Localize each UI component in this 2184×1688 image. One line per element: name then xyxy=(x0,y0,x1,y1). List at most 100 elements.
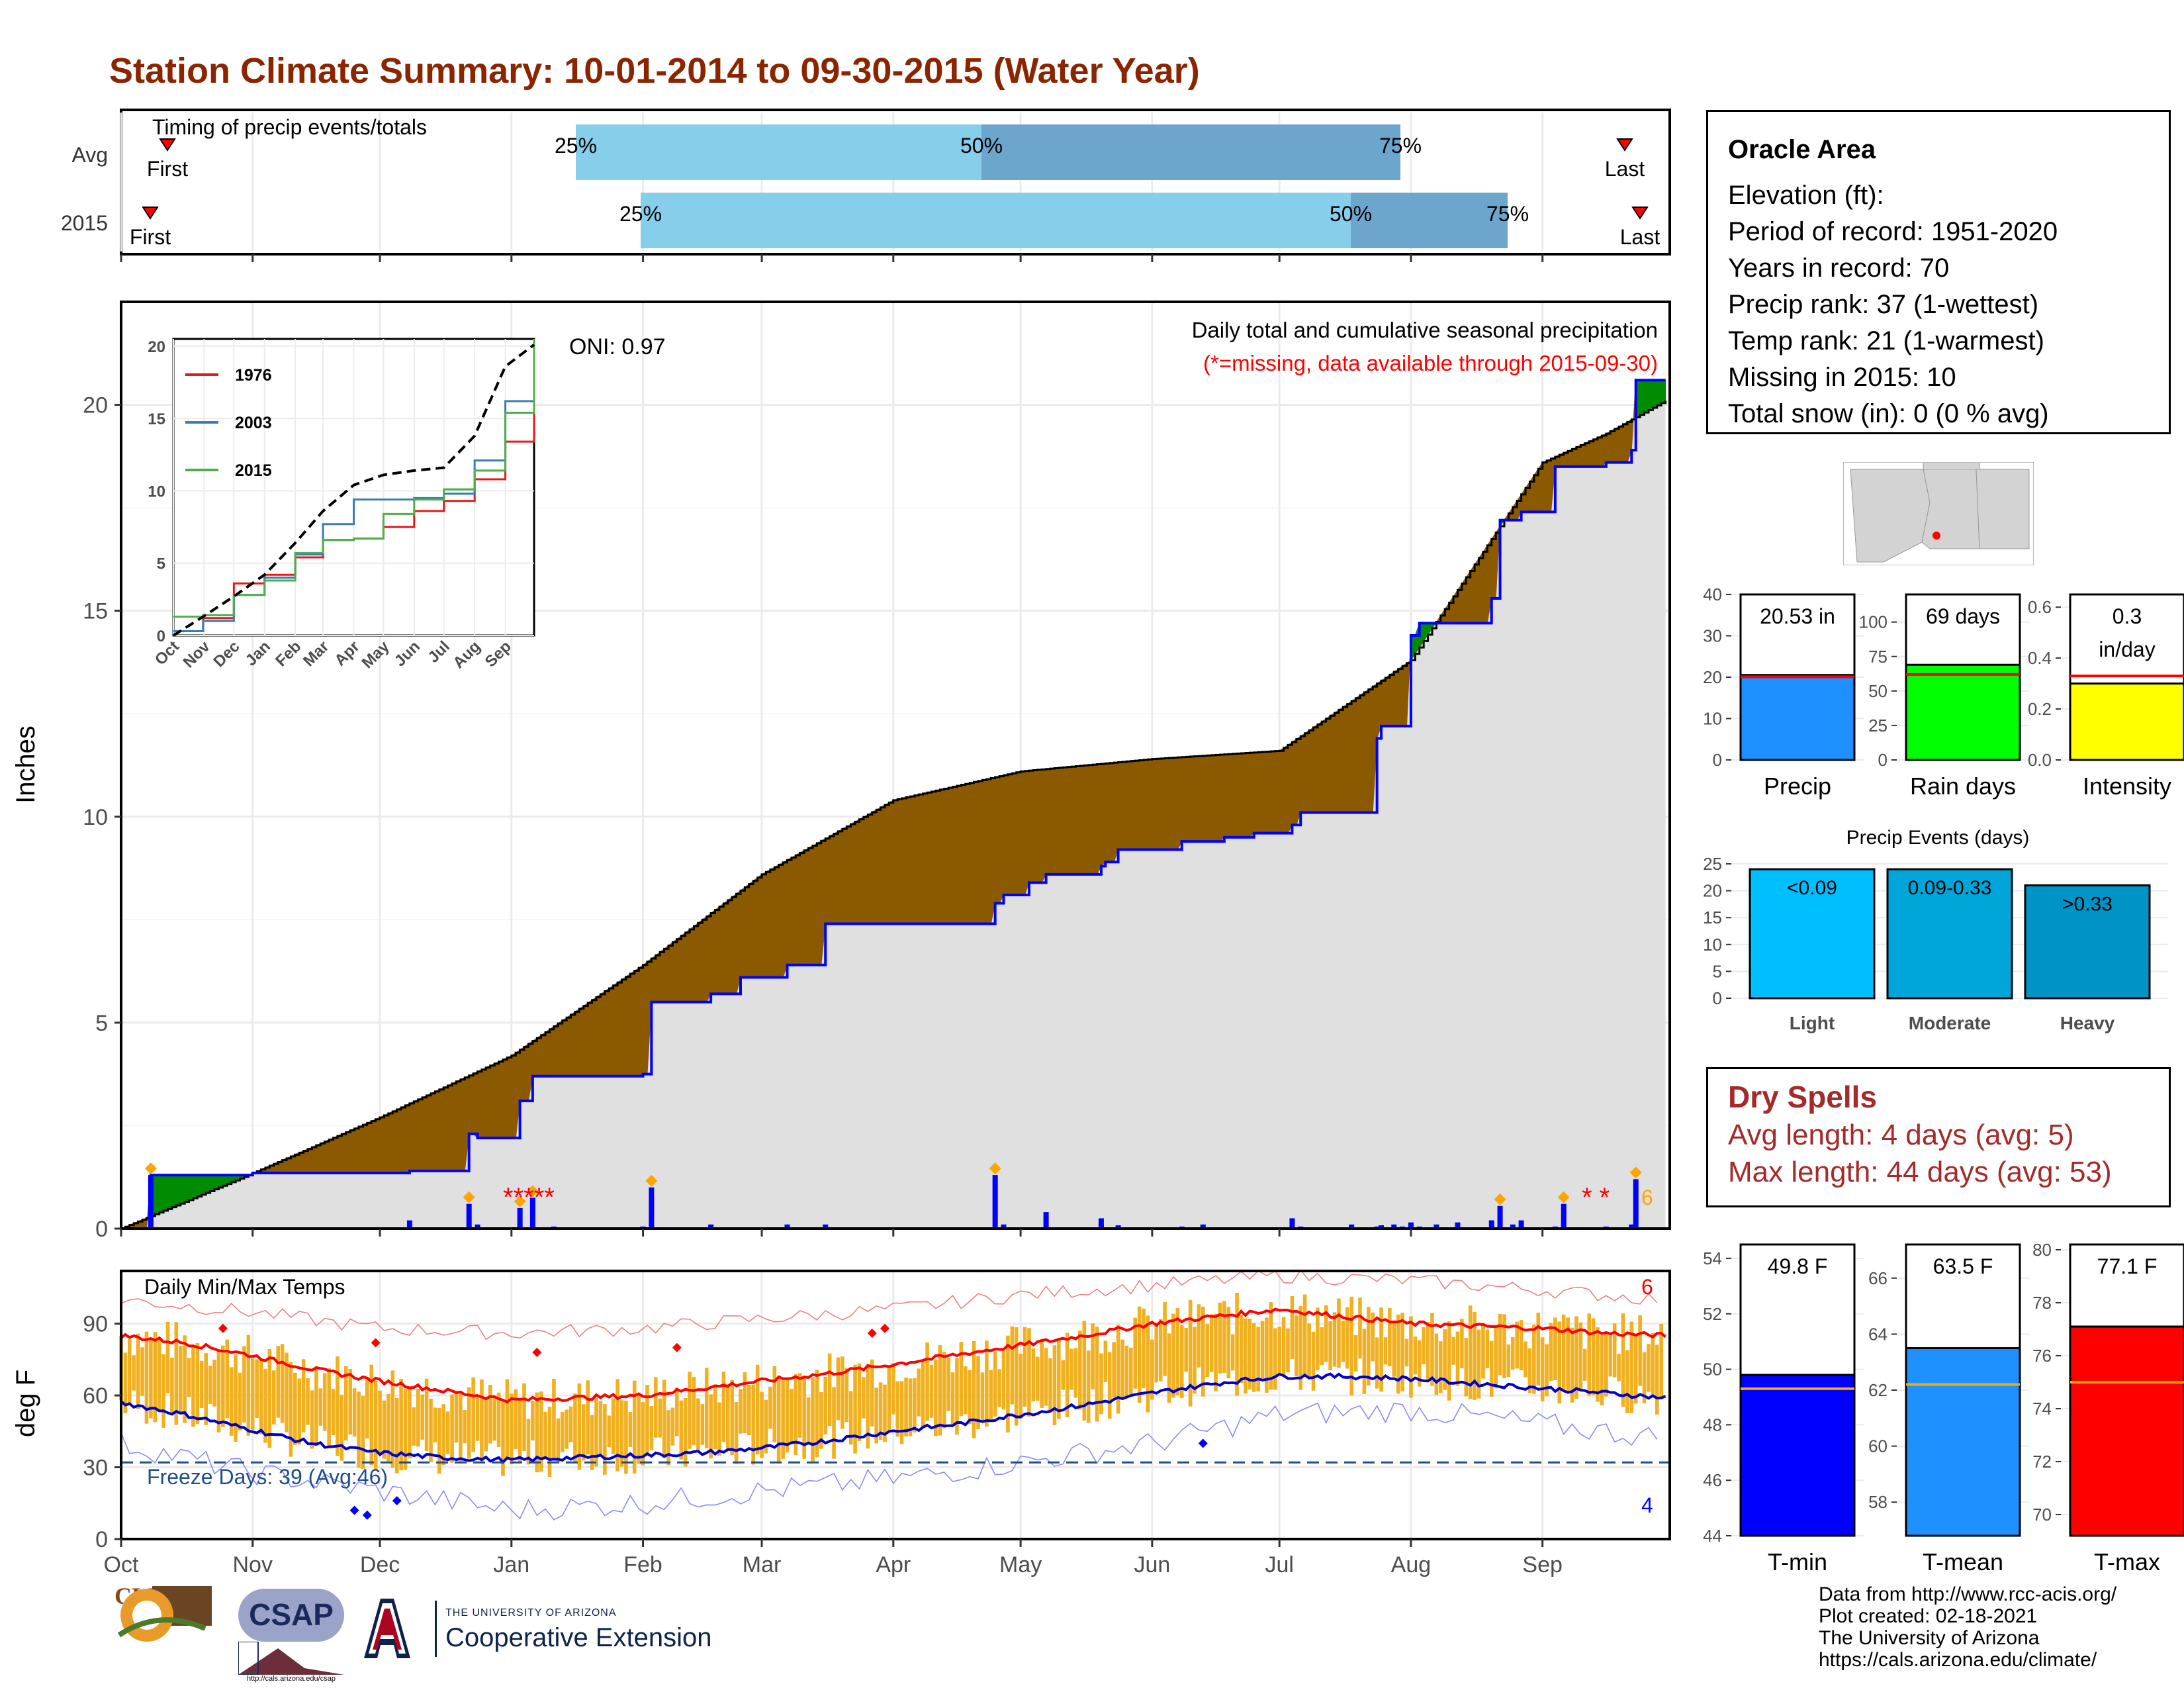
events-bar xyxy=(2024,884,2151,1000)
daily-temp-bar xyxy=(543,1411,547,1458)
daily-temp-bar xyxy=(730,1380,734,1455)
daily-temp-bar xyxy=(1404,1338,1409,1367)
daily-temp-bar xyxy=(683,1397,688,1467)
tmean-0-category-label: T-min xyxy=(1768,1548,1827,1575)
daily-temp-bar xyxy=(1587,1313,1591,1396)
precip-ytick-label: 20 xyxy=(83,393,108,418)
dry-spells-avg: Avg length: 4 days (avg: 5) xyxy=(1728,1119,2074,1151)
temp-ytick-label: 60 xyxy=(83,1383,108,1409)
daily-temp-bar xyxy=(836,1357,841,1421)
daily-temp-bar xyxy=(883,1384,887,1442)
heavy-event-marker xyxy=(526,1185,539,1197)
daily-temp-bar xyxy=(955,1358,959,1435)
daily-temp-bar xyxy=(819,1392,823,1449)
season-0: 0 10 20 30 40 20.53 in Precip xyxy=(1703,585,1864,800)
station-missing: Missing in 2015: 10 xyxy=(1728,363,1956,392)
daily-temp-bar xyxy=(624,1401,628,1474)
daily-temp-bar xyxy=(1052,1345,1057,1425)
daily-temp-bar xyxy=(1460,1319,1464,1368)
daily-temp-bar xyxy=(1154,1323,1159,1383)
daily-temp-bar xyxy=(399,1379,403,1471)
station-years: Years in record: 70 xyxy=(1728,254,1950,283)
daily-temp-bar xyxy=(963,1366,968,1415)
daily-temp-bar xyxy=(496,1392,501,1447)
heavy-event-marker xyxy=(1629,1166,1642,1179)
daily-precip-bar xyxy=(992,1175,998,1229)
daily-temp-bar xyxy=(1239,1315,1244,1383)
tmean-2-ytick-label: 80 xyxy=(2032,1240,2052,1260)
daily-temp-bar xyxy=(1112,1342,1116,1397)
daily-temp-bar xyxy=(619,1400,624,1467)
daily-temp-bar xyxy=(263,1368,267,1443)
daily-temp-bar xyxy=(1455,1331,1460,1386)
daily-temp-bar xyxy=(870,1359,874,1427)
daily-temp-bar xyxy=(526,1419,531,1465)
season-0-ytick-label: 0 xyxy=(1713,750,1722,770)
dry-spells-max: Max length: 44 days (avg: 53) xyxy=(1728,1156,2112,1188)
daily-temp-bar xyxy=(989,1370,993,1419)
daily-temp-bar xyxy=(1443,1329,1447,1390)
daily-temp-bar xyxy=(459,1391,463,1462)
daily-temp-bar xyxy=(208,1366,212,1404)
daily-temp-bar xyxy=(289,1362,293,1457)
daily-temp-bar xyxy=(183,1335,187,1423)
daily-temp-bar xyxy=(1468,1305,1473,1399)
station-snow: Total snow (in): 0 (0 % avg) xyxy=(1728,399,2049,428)
precip-ytick-label: 0 xyxy=(95,1217,108,1242)
daily-temp-bar xyxy=(1367,1307,1371,1386)
daily-temp-bar xyxy=(1647,1344,1651,1392)
daily-temp-bar xyxy=(1256,1327,1260,1391)
daily-precip-bar xyxy=(1098,1218,1104,1229)
daily-precip-bar xyxy=(708,1224,714,1229)
daily-temp-bar xyxy=(1379,1307,1383,1392)
daily-temp-bar xyxy=(1295,1315,1298,1377)
daily-temp-bar xyxy=(1451,1336,1455,1365)
daily-temp-bar xyxy=(692,1376,696,1446)
daily-temp-bar xyxy=(297,1378,302,1445)
daily-temp-bar xyxy=(1019,1354,1023,1419)
daily-temp-bar xyxy=(904,1378,908,1436)
daily-precip-bar xyxy=(406,1220,412,1229)
daily-temp-bar xyxy=(1222,1301,1226,1374)
temp-count-hi: 6 xyxy=(1641,1275,1653,1299)
csap-logo: CSAP http://cals.arizona.edu/csap xyxy=(232,1582,351,1683)
daily-temp-bar xyxy=(628,1411,633,1447)
daily-temp-bar xyxy=(1010,1326,1015,1405)
daily-temp-bar xyxy=(1557,1321,1562,1404)
csap-wordmark: CSAP xyxy=(249,1597,334,1632)
daily-temp-bar xyxy=(590,1415,594,1470)
daily-temp-bar xyxy=(1001,1350,1006,1410)
csap-landscape xyxy=(238,1642,344,1675)
daily-temp-bar xyxy=(1642,1352,1647,1403)
daily-precip-bar xyxy=(1633,1179,1639,1229)
daily-temp-bar xyxy=(1320,1327,1324,1366)
daily-temp-bar xyxy=(675,1387,679,1436)
daily-temp-bar xyxy=(806,1397,811,1444)
daily-temp-bar xyxy=(285,1352,289,1432)
daily-temp-bar xyxy=(841,1356,844,1429)
daily-temp-bar xyxy=(1269,1302,1273,1390)
daily-temp-bar xyxy=(1324,1305,1328,1362)
tmean-2-ytick-label: 78 xyxy=(2032,1293,2052,1313)
daily-temp-bar xyxy=(934,1359,938,1436)
footer-created: Plot created: 02-18-2021 xyxy=(1819,1605,2038,1627)
events-bar xyxy=(1749,868,1876,1000)
dry-spells-box: Dry Spells Avg length: 4 days (avg: 5) M… xyxy=(1706,1067,2171,1207)
season-totals-charts: 0 10 20 30 40 20.53 in Precip 0 25 50 75 100 69 days… xyxy=(1703,585,2184,800)
daily-precip-bar xyxy=(649,1187,655,1229)
tmean-0-bar xyxy=(1739,1374,1856,1537)
daily-temp-bar xyxy=(632,1380,637,1474)
season-2-category-label: Intensity xyxy=(2083,773,2171,800)
daily-temp-bar xyxy=(1251,1323,1256,1392)
station-period: Period of record: 1951-2020 xyxy=(1728,217,2058,246)
timing-pct-label: 25% xyxy=(555,134,597,158)
ua-a-icon xyxy=(364,1599,410,1658)
daily-temp-bar xyxy=(1235,1293,1239,1396)
daily-temp-bar xyxy=(276,1346,281,1418)
daily-temp-bar xyxy=(598,1401,603,1457)
daily-temp-bar xyxy=(1158,1319,1163,1382)
daily-temp-bar xyxy=(1629,1321,1634,1414)
daily-temp-bar xyxy=(463,1410,467,1444)
daily-temp-bar xyxy=(1163,1301,1167,1376)
record-low-marker xyxy=(392,1496,402,1506)
